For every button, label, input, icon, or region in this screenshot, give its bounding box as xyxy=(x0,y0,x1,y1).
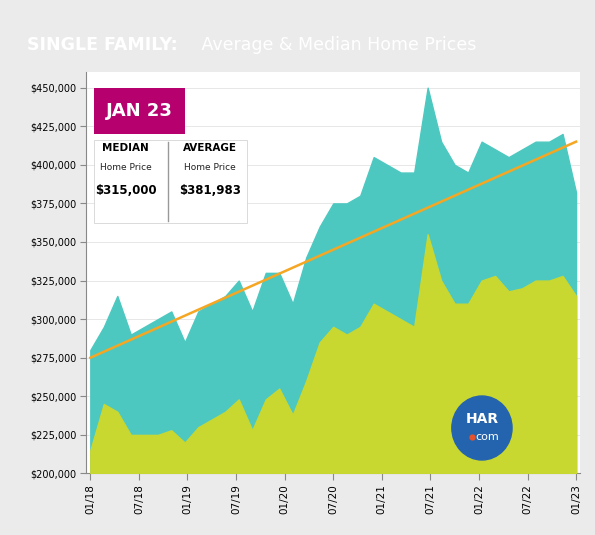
FancyBboxPatch shape xyxy=(93,88,185,134)
Circle shape xyxy=(452,396,512,460)
Text: JAN 23: JAN 23 xyxy=(106,102,173,120)
Text: Home Price: Home Price xyxy=(184,163,236,172)
Text: SINGLE FAMILY:: SINGLE FAMILY: xyxy=(27,36,178,54)
FancyBboxPatch shape xyxy=(93,140,247,223)
Text: Home Price: Home Price xyxy=(100,163,152,172)
Text: HAR: HAR xyxy=(465,412,499,426)
Text: MEDIAN: MEDIAN xyxy=(102,143,149,154)
Text: Average & Median Home Prices: Average & Median Home Prices xyxy=(196,36,476,54)
Text: $381,983: $381,983 xyxy=(179,184,240,197)
Text: com: com xyxy=(475,432,499,442)
Text: AVERAGE: AVERAGE xyxy=(183,143,237,154)
Text: $315,000: $315,000 xyxy=(95,184,156,197)
